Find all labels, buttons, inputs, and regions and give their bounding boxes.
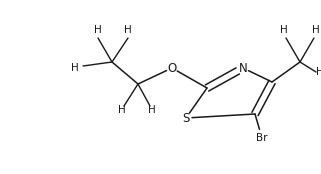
Text: H: H bbox=[312, 25, 320, 35]
Text: H: H bbox=[124, 25, 132, 35]
Text: H: H bbox=[71, 63, 79, 73]
Text: H: H bbox=[316, 67, 321, 77]
Text: H: H bbox=[280, 25, 288, 35]
Text: H: H bbox=[94, 25, 102, 35]
Text: H: H bbox=[118, 105, 126, 115]
Text: S: S bbox=[182, 112, 190, 125]
Text: H: H bbox=[148, 105, 156, 115]
Text: O: O bbox=[167, 61, 177, 74]
Text: N: N bbox=[239, 61, 247, 74]
Text: Br: Br bbox=[256, 133, 268, 143]
